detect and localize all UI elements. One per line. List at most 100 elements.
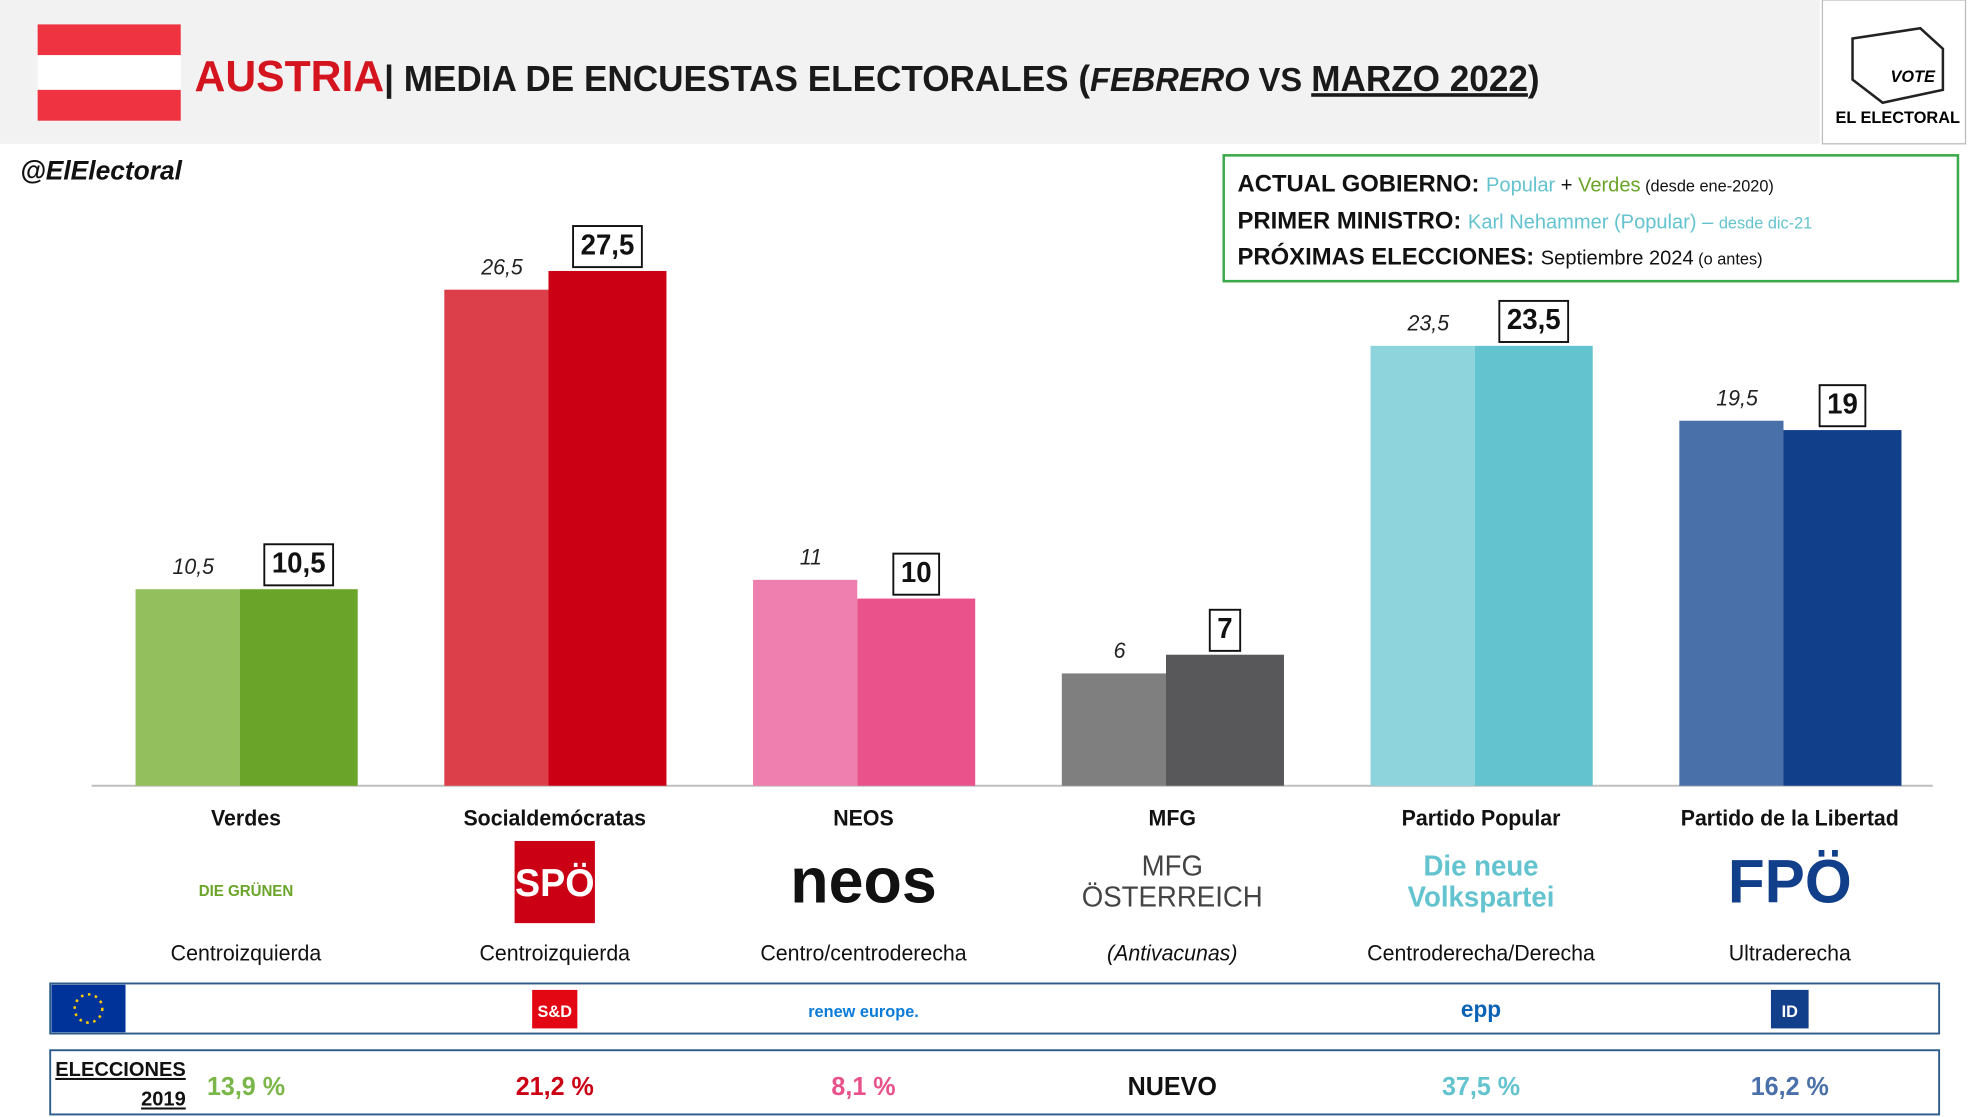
category-label: Partido de la Libertad (1681, 805, 1899, 830)
ideology: Centro/centroderecha (760, 940, 966, 965)
party-logo: neos (790, 846, 936, 917)
info-line: PRÓXIMAS ELECCIONES: Septiembre 2024 (o … (1238, 242, 1763, 270)
value-label: 10,5 (272, 547, 326, 578)
ideology: (Antivacunas) (1107, 940, 1237, 965)
value-box (572, 225, 643, 269)
ballot-box (1851, 26, 1945, 105)
elections-label: ELECCIONES (55, 1059, 185, 1081)
info-text: (desde ene-2020) (1641, 177, 1774, 195)
value-label: 23,5 (1507, 304, 1561, 335)
eu-group: epp (1461, 996, 1501, 1022)
elections-row (49, 1049, 1941, 1116)
party-logo: ÖSTERREICH (1082, 881, 1263, 912)
value-label: 10,5 (173, 554, 216, 579)
party-logo: Volkspartei (1408, 881, 1555, 912)
bar (548, 270, 667, 786)
title-text: | MEDIA DE ENCUESTAS ELECTORALES ( (384, 59, 1090, 99)
bar (1370, 345, 1475, 786)
ideology: Centroderecha/Derecha (1367, 940, 1595, 965)
bar (753, 579, 858, 786)
info-line: PRIMER MINISTRO: Karl Nehammer (Popular)… (1238, 207, 1813, 234)
eu-logo-bg (1770, 989, 1809, 1029)
title-series: FEBRERO (1090, 61, 1250, 98)
info-text: + (1555, 174, 1578, 196)
value-box (1818, 384, 1867, 428)
info-text: (o antes) (1694, 250, 1763, 268)
ideology: Ultraderecha (1729, 940, 1851, 965)
election-result: 13,9 % (207, 1073, 285, 1101)
value-box (1498, 299, 1570, 343)
info-box (1222, 154, 1960, 283)
election-result: 21,2 % (516, 1073, 594, 1101)
category-label: MFG (1149, 805, 1196, 830)
bar (444, 289, 549, 786)
bar (239, 589, 358, 786)
header-band (0, 0, 1820, 144)
bar (1783, 430, 1902, 786)
title-text: ) (1528, 59, 1540, 99)
title-text: VS (1250, 61, 1312, 98)
value-box (1208, 608, 1242, 652)
info-text: Karl Nehammer (Popular) – (1468, 211, 1719, 233)
flag-stripe (37, 24, 181, 56)
info-text: Popular (1486, 174, 1555, 196)
eu-group: S&D (538, 1003, 573, 1021)
category-label: Socialdemócratas (463, 805, 646, 830)
category-label: NEOS (833, 805, 893, 830)
info-text: Verdes (1578, 174, 1640, 196)
info-label: PRIMER MINISTRO: (1238, 207, 1468, 234)
value-label: 19,5 (1716, 385, 1759, 410)
election-result: 16,2 % (1751, 1073, 1829, 1101)
value-box (892, 552, 941, 596)
info-label: PRÓXIMAS ELECCIONES: (1238, 242, 1541, 270)
value-label: 11 (800, 544, 822, 569)
ideology: Centroizquierda (479, 940, 630, 965)
logo-name: EL ELECTORAL (1835, 109, 1959, 127)
value-label: 26,5 (480, 254, 523, 279)
eu-logo-bg (532, 989, 578, 1029)
category-label: Partido Popular (1402, 805, 1561, 830)
info-text: desde dic-21 (1719, 214, 1812, 232)
chart-title: AUSTRIA| MEDIA DE ENCUESTAS ELECTORALES … (195, 53, 1540, 102)
value-label: 23,5 (1407, 310, 1450, 335)
handle: @ElElectoral (20, 155, 182, 185)
election-result: NUEVO (1128, 1073, 1217, 1101)
value-label: 19 (1827, 388, 1858, 419)
election-result: 8,1 % (831, 1073, 895, 1101)
eu-group: renew europe. (808, 1003, 919, 1021)
title-series: MARZO 2022 (1311, 59, 1528, 99)
bar (857, 598, 976, 786)
flag-stripe (37, 55, 181, 90)
bar (1061, 673, 1166, 786)
info-label: ACTUAL GOBIERNO: (1238, 170, 1486, 197)
value-label: 6 (1114, 638, 1126, 663)
value-box (263, 543, 335, 587)
bar (1165, 654, 1284, 786)
eu-flag (51, 984, 126, 1033)
party-logo: FPÖ (1728, 847, 1852, 916)
party-logo: SPÖ (515, 862, 595, 905)
value-label: 7 (1217, 613, 1232, 644)
category-label: Verdes (211, 805, 281, 830)
info-line: ACTUAL GOBIERNO: Popular + Verdes (desde… (1238, 170, 1774, 197)
party-logo: Die neue (1423, 850, 1538, 881)
eu-stars (73, 993, 104, 1024)
country: AUSTRIA (195, 53, 385, 102)
logo-vote: VOTE (1891, 68, 1936, 86)
election-result: 37,5 % (1442, 1073, 1520, 1101)
flag-stripe (37, 89, 181, 121)
bar (135, 589, 240, 786)
eu-row (49, 982, 1941, 1035)
elections-label: 2019 (141, 1088, 186, 1110)
ideology: Centroizquierda (171, 940, 322, 965)
eu-group: ID (1782, 1003, 1798, 1021)
party-logo: MFG (1142, 850, 1203, 881)
bar (1474, 345, 1593, 786)
info-text: Septiembre 2024 (1541, 247, 1694, 269)
party-logo-bg (514, 840, 595, 924)
value-label: 10 (901, 557, 932, 588)
party-logo: DIE GRÜNEN (199, 883, 293, 900)
value-label: 27,5 (581, 229, 635, 260)
